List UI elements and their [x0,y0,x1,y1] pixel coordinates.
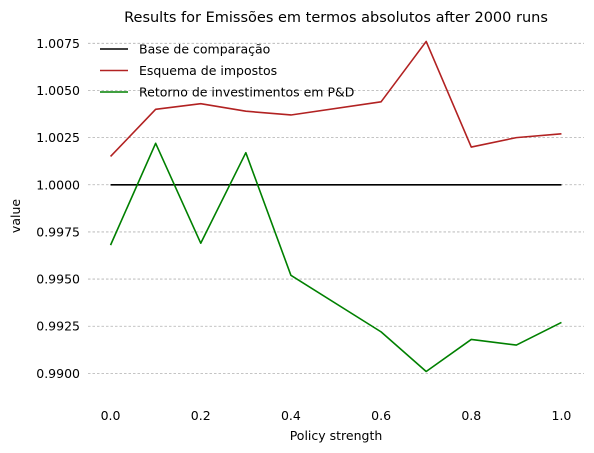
y-tick-label: 1.0025 [36,130,80,145]
x-tick-label: 0.6 [371,408,391,423]
x-axis-ticks: 0.0 0.2 0.4 0.6 0.8 1.0 [101,408,572,423]
series-line-1 [109,40,562,158]
chart-title: Results for Emissões em termos absolutos… [124,10,548,26]
y-axis-ticks: 0.9900 0.9925 0.9950 0.9975 1.0000 1.0025 1.00… [36,36,80,381]
legend-label: Base de comparação [139,42,270,57]
series-lines [109,40,562,373]
series-line-2 [109,142,562,373]
y-tick-label: 0.9900 [36,366,80,381]
x-tick-label: 0.4 [281,408,301,423]
x-axis-label: Policy strength [290,428,383,443]
y-tick-label: 0.9950 [36,272,80,287]
y-tick-label: 1.0000 [36,177,80,192]
x-tick-label: 0.8 [461,408,481,423]
legend: Base de comparação Esquema de impostos Ret… [100,42,354,100]
y-tick-label: 1.0075 [36,36,80,51]
x-tick-label: 0.0 [101,408,121,423]
y-axis-label: value [8,199,23,233]
y-tick-label: 1.0050 [36,83,80,98]
x-tick-label: 0.2 [191,408,211,423]
y-tick-label: 0.9925 [36,319,80,334]
legend-label: Esquema de impostos [139,63,277,78]
legend-label: Retorno de investimentos em P&D [139,85,354,100]
y-tick-label: 0.9975 [36,224,80,239]
x-tick-label: 1.0 [552,408,572,423]
